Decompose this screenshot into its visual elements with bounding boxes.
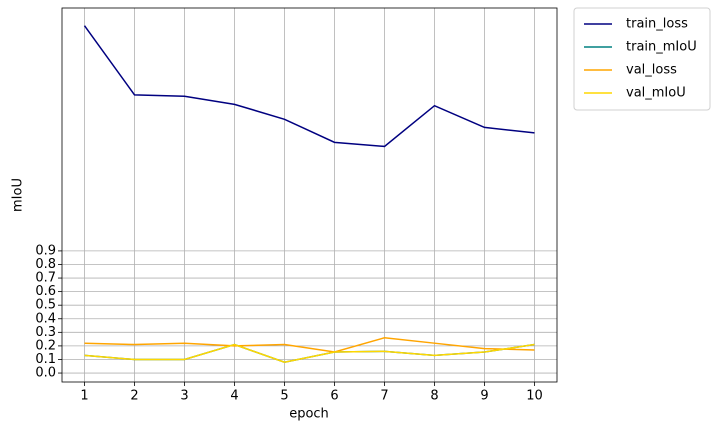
y-tick-label: 0.0 — [35, 366, 56, 381]
x-tick-label: 8 — [430, 389, 438, 404]
y-tick-label: 0.9 — [35, 243, 56, 258]
series-line — [84, 336, 535, 353]
y-tick-label: 0.6 — [35, 284, 56, 299]
x-tick-label: 6 — [330, 389, 338, 404]
x-tick-label: 7 — [380, 389, 388, 404]
y-tick-label: 0.3 — [35, 325, 56, 340]
y-tick-label: 0.7 — [35, 271, 56, 286]
legend-label: train_loss — [626, 17, 688, 32]
y-tick-label: 0.1 — [35, 352, 56, 367]
y-tick-label: 0.5 — [35, 298, 56, 313]
series-line — [84, 343, 535, 363]
series-line — [83, 25, 535, 148]
legend-box — [573, 7, 711, 111]
x-tick-label: 3 — [180, 389, 188, 404]
x-tick-label: 4 — [230, 389, 238, 404]
x-tick-label: 9 — [480, 389, 488, 404]
legend-label: val_mIoU — [626, 86, 686, 101]
y-tick-label: 0.4 — [35, 311, 56, 326]
x-tick-label: 1 — [80, 389, 88, 404]
x-tick-label: 10 — [526, 389, 543, 404]
y-tick-label: 0.2 — [35, 338, 56, 353]
legend-label: train_mIoU — [626, 40, 697, 55]
plot-frame — [61, 7, 558, 383]
y-axis-label: mIoU — [11, 178, 26, 212]
y-tick-label: 0.8 — [35, 257, 56, 272]
legend-label: val_loss — [626, 63, 677, 78]
x-tick-label: 2 — [130, 389, 138, 404]
x-tick-label: 5 — [280, 389, 288, 404]
x-axis-label: epoch — [289, 407, 329, 422]
